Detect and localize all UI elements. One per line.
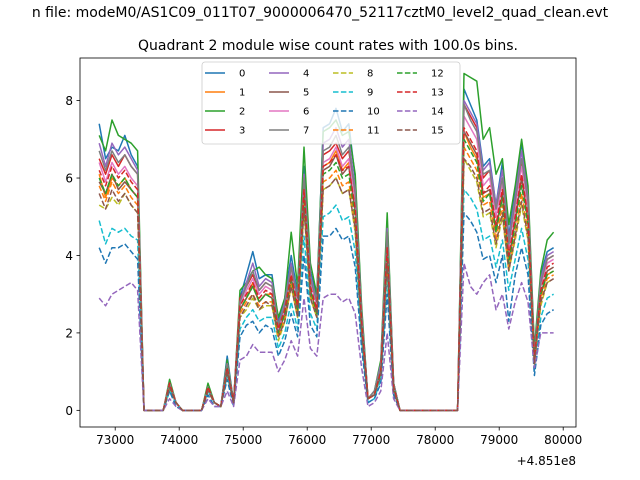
x-tick-label: 74000 (160, 433, 198, 447)
legend-label-4: 4 (303, 69, 309, 80)
series-line-11 (98, 146, 554, 412)
legend-label-2: 2 (239, 107, 245, 118)
series-line-10 (98, 212, 554, 412)
legend-label-10: 10 (367, 107, 380, 118)
y-tick-label: 4 (65, 249, 73, 263)
x-tick-label: 76000 (288, 433, 326, 447)
ticks-layer: 73000 74000 75000 76000 77000 78000 79000 80000… (65, 94, 582, 447)
legend-label-5: 5 (303, 88, 309, 99)
series-line-14 (98, 262, 554, 412)
y-tick-label: 2 (65, 326, 73, 340)
x-tick-label: 73000 (96, 433, 134, 447)
x-tick-label: 77000 (352, 433, 390, 447)
legend-label-1: 1 (239, 88, 245, 99)
x-offset-label: +4.851e8 (517, 454, 576, 468)
legend-label-13: 13 (431, 88, 444, 99)
plot-area: 73000 74000 75000 76000 77000 78000 79000 80000… (65, 57, 582, 447)
figure-suptitle: n file: modeM0/AS1C09_011T07_9000006470_… (32, 5, 609, 21)
legend-label-3: 3 (239, 126, 245, 137)
series-line-13 (98, 126, 554, 412)
legend-label-11: 11 (367, 126, 380, 137)
y-tick-label: 8 (65, 94, 73, 108)
x-tick-label: 78000 (416, 433, 454, 447)
legend-frame (201, 61, 461, 145)
legend-label-15: 15 (431, 126, 444, 137)
legend-label-6: 6 (303, 107, 309, 118)
y-tick-label: 0 (65, 404, 73, 418)
legend-label-8: 8 (367, 69, 373, 80)
x-tick-label: 80000 (544, 433, 582, 447)
axes-frame (79, 57, 577, 428)
series-line-15 (98, 157, 554, 412)
legend-label-14: 14 (431, 107, 444, 118)
legend-label-12: 12 (431, 69, 444, 80)
legend-label-9: 9 (367, 88, 373, 99)
legend-label-0: 0 (239, 69, 245, 80)
series-layer (98, 72, 555, 412)
chart-title: Quadrant 2 module wise count rates with … (138, 38, 518, 54)
y-tick-label: 6 (65, 172, 73, 186)
legend-label-7: 7 (303, 126, 309, 137)
x-tick-label: 79000 (480, 433, 518, 447)
x-tick-label: 75000 (224, 433, 262, 447)
series-line-9 (98, 188, 554, 412)
series-line-12 (98, 138, 554, 412)
